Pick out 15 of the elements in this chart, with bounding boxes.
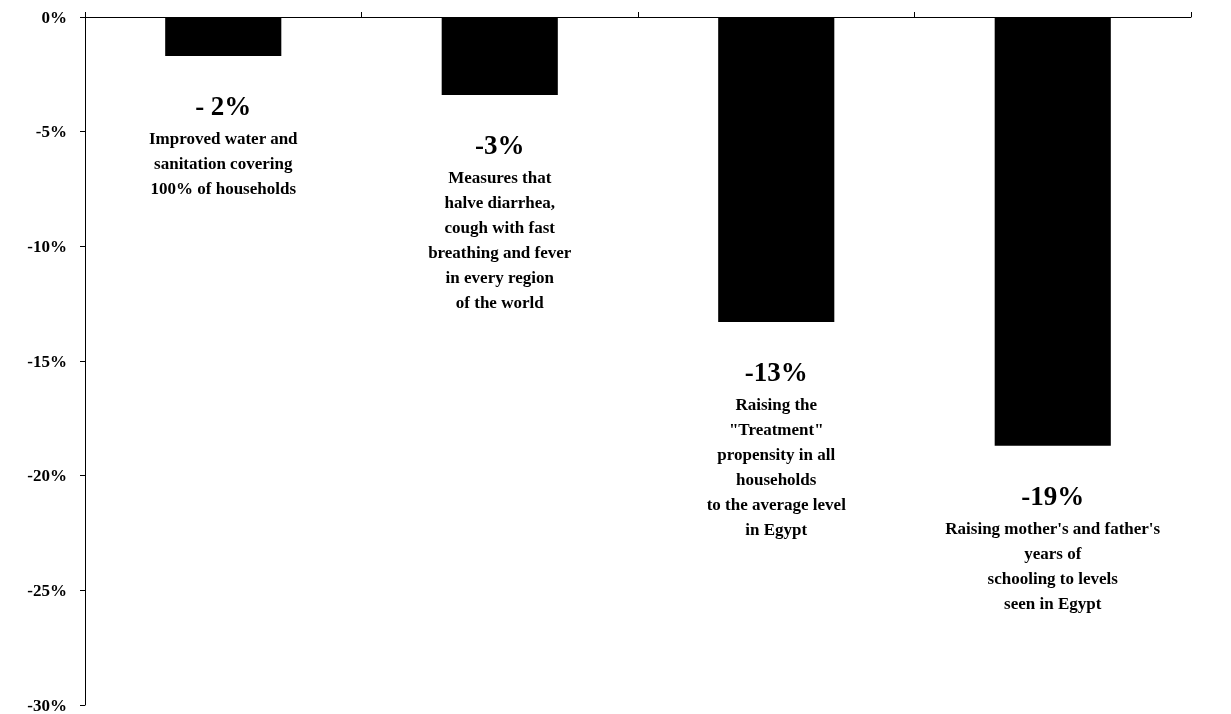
x-tick-label: Raising mother's and father's years of schooling to levels seen in Egypt: [945, 518, 1161, 613]
y-tick-label: 0%: [41, 7, 67, 27]
data-label: -19%: [1021, 480, 1085, 511]
y-tick-label: -30%: [27, 695, 67, 714]
data-label: - 2%: [195, 90, 252, 121]
data-label: -13%: [744, 357, 808, 388]
y-tick-label: -10%: [27, 236, 67, 256]
data-label: -3%: [475, 129, 525, 160]
x-tick-label: Measures that halve diarrhea, cough with fast breathing and fever in every region of the world: [428, 167, 572, 312]
y-tick-label: -5%: [35, 122, 67, 142]
x-tick-label: Raising the "Treatment" propensity in all households to the average level in Egypt: [706, 395, 847, 540]
x-tick-label: Improved water and sanitation covering 100% of households: [148, 128, 299, 198]
y-tick-label: -25%: [27, 580, 67, 600]
y-tick-label: -15%: [27, 351, 67, 371]
y-tick-label: -20%: [27, 466, 67, 486]
